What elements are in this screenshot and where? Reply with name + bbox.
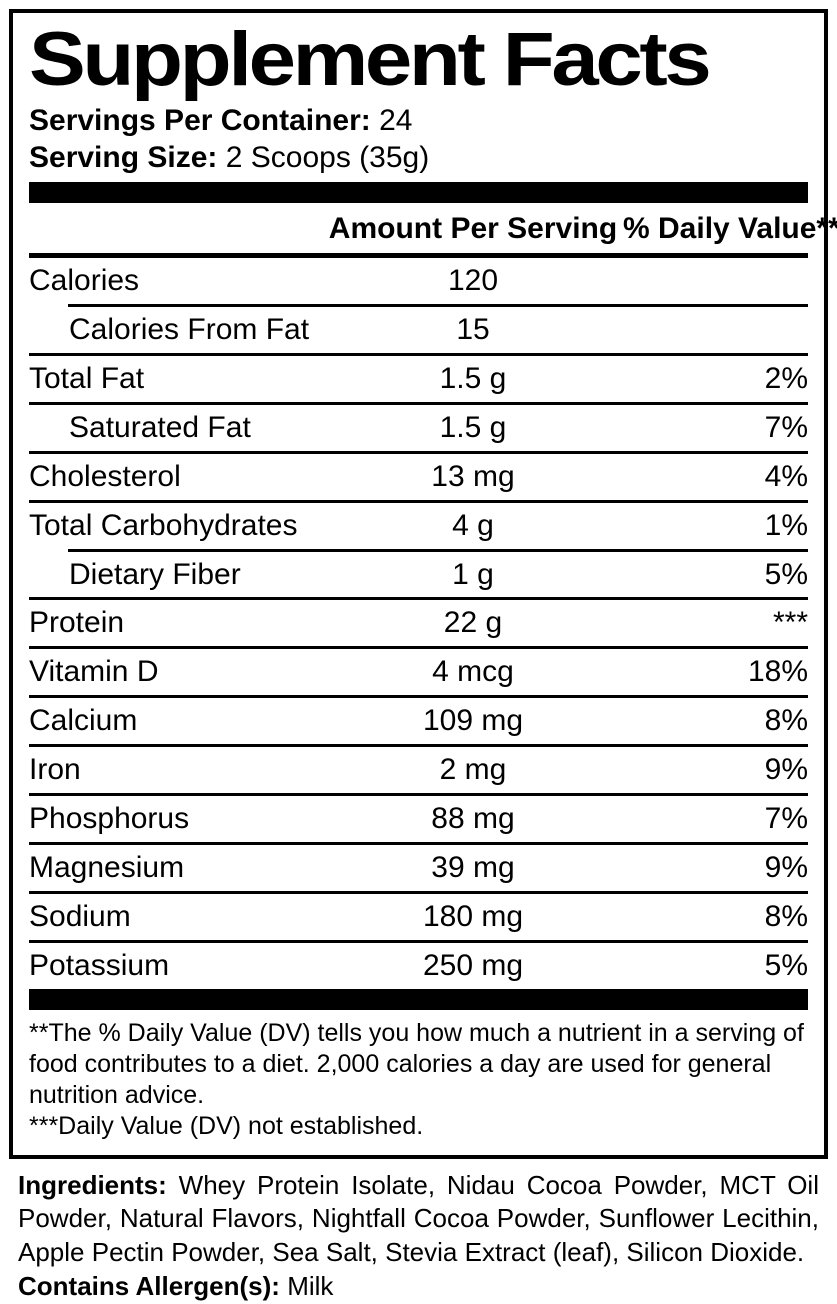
row-separator (29, 793, 808, 797)
nutrient-amount: 13 mg (431, 459, 515, 493)
row-separator (68, 304, 808, 308)
nutrient-name: Sodium (29, 899, 131, 933)
nutrient-dv: 7% (764, 802, 808, 836)
nutrient-amount: 250 mg (422, 948, 524, 982)
nutrient-dv: *** (772, 606, 808, 640)
nutrient-dv: 18% (747, 655, 808, 689)
nutrient-amount: 1 g (452, 557, 494, 591)
nutrient-amount: 39 mg (431, 850, 515, 884)
nutrient-name: Calcium (29, 704, 138, 738)
row-separator (29, 597, 808, 601)
row-separator (29, 646, 808, 650)
nutrient-dv: 5% (764, 557, 808, 591)
servings-per-container-value: 24 (379, 104, 413, 138)
table-header-row: Amount Per Serving % Daily Value** (29, 203, 837, 259)
table-row-sodium: Sodium 180 mg 8% (29, 894, 808, 940)
row-separator (29, 401, 808, 405)
serving-size-label: Serving Size: (29, 141, 218, 175)
nutrient-amount: 88 mg (431, 802, 515, 836)
ingredients-paragraph: Ingredients: Whey Protein Isolate, Nidau… (18, 1169, 819, 1270)
table-row-potassium: Potassium 250 mg 5% (29, 943, 808, 989)
table-row-phosphorus: Phosphorus 88 mg 7% (29, 796, 808, 842)
nutrient-dv: 9% (764, 850, 808, 884)
table-row-dietary-fiber: Dietary Fiber 1 g 5% (29, 552, 808, 598)
ingredients-label: Ingredients: (18, 1169, 167, 1200)
serving-info: Servings Per Container: 24 Serving Size:… (29, 103, 808, 177)
nutrient-amount: 22 g (443, 606, 503, 640)
divider-bar-bottom (29, 988, 808, 1010)
nutrient-name: Potassium (29, 948, 170, 982)
row-separator (68, 548, 808, 552)
facts-panel: Supplement Facts Servings Per Container:… (9, 9, 837, 1159)
servings-per-container-line: Servings Per Container: 24 (29, 103, 808, 140)
serving-size-line: Serving Size: 2 Scoops (35g) (29, 140, 808, 177)
nutrient-amount: 1.5 g (439, 410, 507, 444)
nutrient-dv: 8% (764, 704, 808, 738)
nutrient-name: Calories (29, 264, 140, 298)
not-established-footnote: ***Daily Value (DV) not established. (29, 1112, 424, 1141)
table-row-saturated-fat: Saturated Fat 1.5 g 7% (29, 405, 808, 451)
ingredients-text: Whey Protein Isolate, Nidau Cocoa Powder… (18, 1169, 819, 1268)
ingredients-section: Ingredients: Whey Protein Isolate, Nidau… (18, 1169, 819, 1304)
daily-value-header: % Daily Value** (623, 212, 837, 246)
nutrient-dv: 4% (764, 459, 808, 493)
serving-size-value: 2 Scoops (35g) (225, 141, 430, 175)
nutrient-name: Total Fat (29, 362, 145, 396)
nutrient-amount: 109 mg (422, 704, 524, 738)
panel-title: Supplement Facts (29, 17, 712, 102)
table-row-calcium: Calcium 109 mg 8% (29, 698, 808, 744)
table-row-calories-from-fat: Calories From Fat 15 (29, 307, 808, 353)
nutrient-dv: 1% (764, 508, 808, 542)
table-row-protein: Protein 22 g *** (29, 600, 808, 646)
nutrient-name: Iron (29, 753, 81, 787)
nutrient-amount: 120 (447, 264, 499, 298)
nutrient-name: Total Carbohydrates (29, 508, 298, 542)
nutrient-name: Saturated Fat (69, 410, 251, 444)
nutrient-name: Dietary Fiber (69, 557, 241, 591)
nutrient-amount: 2 mg (439, 753, 507, 787)
nutrient-dv: 5% (764, 948, 808, 982)
nutrient-name: Protein (29, 606, 125, 640)
nutrient-dv: 8% (764, 899, 808, 933)
nutrient-dv: 2% (764, 362, 808, 396)
nutrient-name: Calories From Fat (69, 313, 310, 347)
servings-per-container-label: Servings Per Container: (29, 104, 371, 138)
footnotes: **The % Daily Value (DV) tells you how m… (29, 1010, 808, 1149)
row-separator (29, 695, 808, 699)
row-separator (29, 353, 808, 357)
nutrient-amount: 15 (456, 313, 490, 347)
table-row-total-fat: Total Fat 1.5 g 2% (29, 356, 808, 402)
row-separator (29, 939, 808, 943)
nutrient-name: Magnesium (29, 850, 185, 884)
divider-bar-top (29, 182, 808, 204)
table-row-vitamin-d: Vitamin D 4 mcg 18% (29, 649, 808, 695)
daily-value-footnote: **The % Daily Value (DV) tells you how m… (29, 1018, 804, 1110)
row-separator (29, 890, 808, 894)
nutrient-amount: 1.5 g (439, 362, 507, 396)
amount-per-serving-header: Amount Per Serving (328, 212, 618, 246)
nutrient-amount: 4 mcg (432, 655, 514, 689)
table-row-cholesterol: Cholesterol 13 mg 4% (29, 454, 808, 500)
nutrient-name: Phosphorus (29, 802, 190, 836)
table-row-total-carbohydrates: Total Carbohydrates 4 g 1% (29, 503, 808, 549)
allergen-line: Contains Allergen(s): Milk (18, 1270, 819, 1304)
row-separator (29, 841, 808, 845)
row-separator (29, 499, 808, 503)
nutrient-amount: 4 g (452, 508, 494, 542)
nutrient-dv: 9% (764, 753, 808, 787)
supplement-facts-label: Supplement Facts Servings Per Container:… (0, 9, 837, 1304)
row-separator (29, 744, 808, 748)
nutrient-name: Cholesterol (29, 459, 181, 493)
table-row-iron: Iron 2 mg 9% (29, 747, 808, 793)
nutrient-amount: 180 mg (422, 899, 524, 933)
nutrient-dv: 7% (764, 410, 808, 444)
row-separator (29, 450, 808, 454)
table-row-calories: Calories 120 (29, 258, 808, 304)
table-row-magnesium: Magnesium 39 mg 9% (29, 845, 808, 891)
nutrient-name: Vitamin D (29, 655, 159, 689)
